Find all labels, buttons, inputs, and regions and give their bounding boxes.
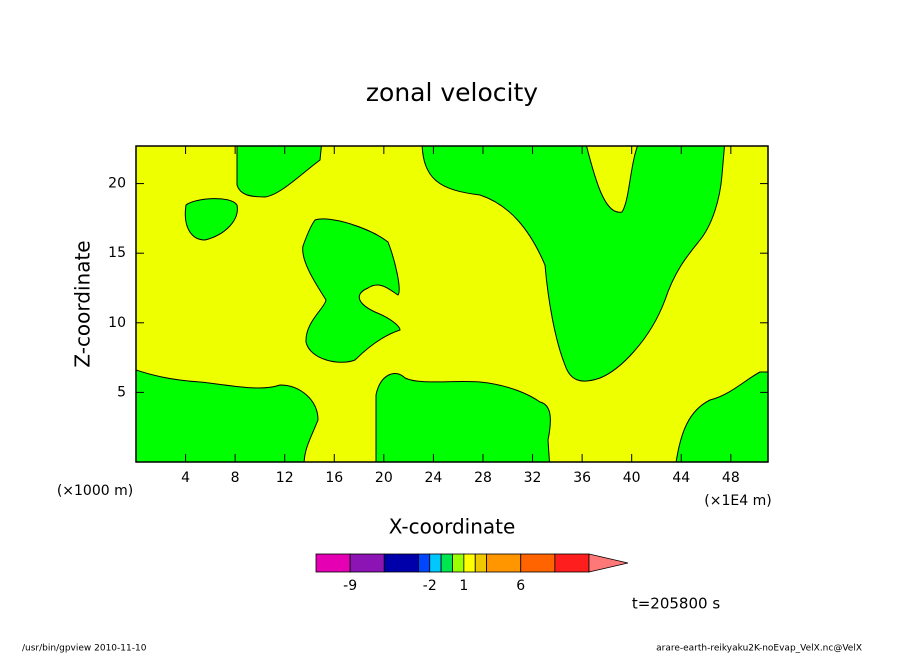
colorbar-box	[349, 553, 385, 573]
x-tick-label: 40	[623, 470, 641, 486]
x-unit-label: (×1000 m)	[57, 483, 133, 499]
plot-frame	[135, 145, 769, 463]
contour-region	[421, 146, 725, 382]
colorbar-box	[554, 553, 590, 573]
colorbar-tick-label: 6	[516, 578, 525, 594]
contour-region	[375, 373, 551, 462]
contour-region	[236, 146, 322, 198]
colorbar-box	[520, 553, 556, 573]
contour-region	[136, 369, 319, 462]
x-tick-label: 8	[231, 470, 240, 486]
y-tick-label: 5	[117, 384, 126, 400]
colorbar-box	[383, 553, 419, 573]
x-tick-label: 32	[524, 470, 542, 486]
time-label: t=205800 s	[632, 595, 720, 613]
y-tick-label: 10	[108, 315, 126, 331]
y-tick-label: 15	[108, 245, 126, 261]
colorbar-box	[440, 553, 453, 573]
colorbar-box	[474, 553, 488, 573]
colorbar-tick-label: 1	[459, 578, 468, 594]
x-tick-label: 16	[325, 470, 343, 486]
colorbar-tick-label: -2	[423, 578, 437, 594]
chart-title: zonal velocity	[366, 78, 538, 107]
y-tick-label: 20	[108, 176, 126, 192]
contour-region	[184, 198, 238, 241]
colorbar-box	[417, 553, 431, 573]
colorbar-tick-label: -9	[343, 578, 357, 594]
x-unit-label-secondary: (×1E4 m)	[704, 493, 771, 509]
x-tick-label: 12	[276, 470, 294, 486]
y-axis-label: Z-coordinate	[71, 240, 95, 367]
x-axis-label: X-coordinate	[389, 515, 516, 539]
contour-region	[675, 371, 768, 462]
colorbar-box	[486, 553, 522, 573]
colorbar-box	[463, 553, 476, 573]
colorbar-extension	[588, 553, 629, 573]
colorbar-box	[315, 553, 351, 573]
x-tick-label: 48	[722, 470, 740, 486]
colorbar-box	[452, 553, 465, 573]
x-tick-label: 44	[672, 470, 690, 486]
colorbar-box	[429, 553, 442, 573]
x-tick-label: 20	[375, 470, 393, 486]
x-tick-label: 36	[573, 470, 591, 486]
x-tick-label: 28	[474, 470, 492, 486]
footer-right: arare-earth-reikyaku2K-noEvap_VelX.nc@Ve…	[656, 644, 862, 654]
contour-regions	[136, 146, 768, 462]
contour-region	[302, 218, 401, 363]
footer-left: /usr/bin/gpview 2010-11-10	[22, 644, 147, 654]
x-tick-label: 24	[424, 470, 442, 486]
x-tick-label: 4	[181, 470, 190, 486]
